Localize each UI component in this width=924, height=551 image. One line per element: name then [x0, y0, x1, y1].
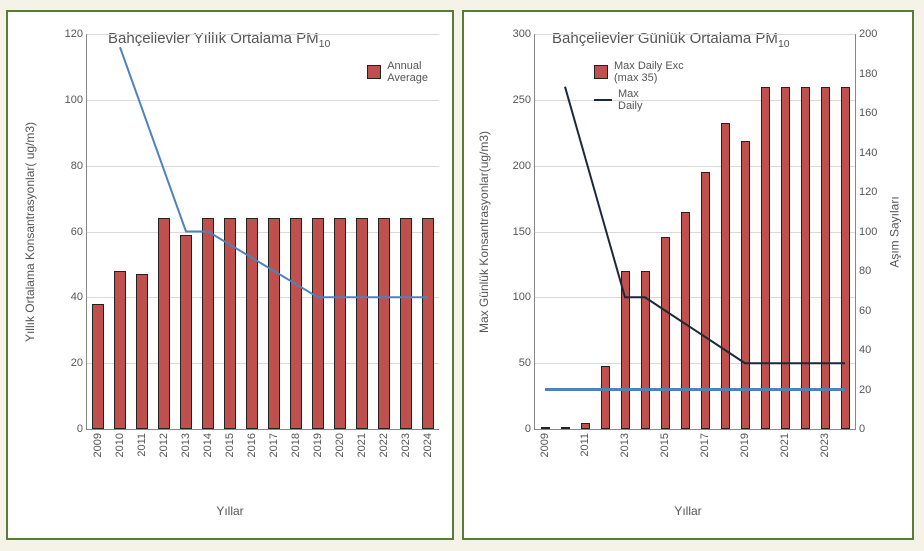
legend-row: Max Daily — [594, 88, 684, 112]
right-y-axis-title-right: Aşım Sayıları — [887, 196, 901, 267]
right-plot-area: 0501001502002503000204060801001201401601… — [534, 34, 856, 430]
ytick-label-right: 20 — [855, 384, 871, 396]
legend-label-line: Max Daily — [618, 88, 642, 112]
ytick-label: 20 — [71, 357, 87, 369]
ytick-label: 40 — [71, 291, 87, 303]
page: Bahçelievler Yıllık Ortalama PM10 Annual… — [0, 0, 924, 551]
right-y-axis-title-left: Max Günlük Konsantrasyonlar(ug/m3) — [477, 131, 491, 333]
legend-row: Annual Average — [367, 60, 428, 84]
legend-label-bar: Max Daily Exc (max 35) — [614, 60, 684, 84]
ytick-label-right: 160 — [855, 107, 877, 119]
legend-row: Max Daily Exc (max 35) — [594, 60, 684, 84]
left-panel: Bahçelievler Yıllık Ortalama PM10 Annual… — [6, 10, 454, 540]
ytick-label: 0 — [77, 423, 87, 435]
ytick-label: 50 — [519, 357, 535, 369]
ytick-label-right: 200 — [855, 28, 877, 40]
right-panel: Bahçelievler Günlük Ortalama PM10 Max Da… — [462, 10, 914, 540]
ytick-label: 100 — [65, 94, 87, 106]
left-plot-area: 0204060801001202009201020112012201320142… — [86, 34, 439, 430]
left-y-axis-title: Yıllık Ortalama Konsantrasyonlar( ug/m3) — [23, 122, 37, 342]
ytick-label-right: 100 — [855, 226, 877, 238]
legend-label-bar: Annual Average — [387, 60, 428, 84]
ytick-label-right: 0 — [855, 423, 865, 435]
ytick-label-right: 80 — [855, 265, 871, 277]
ytick-label: 200 — [513, 160, 535, 172]
chart-line — [565, 87, 845, 364]
ytick-label-right: 60 — [855, 305, 871, 317]
legend-swatch-line — [594, 99, 612, 101]
ytick-label: 150 — [513, 226, 535, 238]
line-overlay — [87, 34, 439, 429]
ytick-label-right: 40 — [855, 344, 871, 356]
legend-swatch-bar — [594, 65, 608, 79]
right-legend: Max Daily Exc (max 35) Max Daily — [594, 60, 684, 114]
panel-container: Bahçelievler Yıllık Ortalama PM10 Annual… — [6, 10, 918, 540]
ytick-label: 300 — [513, 28, 535, 40]
line-overlay — [535, 34, 855, 429]
ytick-label: 80 — [71, 160, 87, 172]
ytick-label: 0 — [525, 423, 535, 435]
ytick-label-right: 180 — [855, 68, 877, 80]
left-legend: Annual Average — [367, 60, 428, 86]
ytick-label: 60 — [71, 226, 87, 238]
left-x-axis-title: Yıllar — [216, 504, 243, 518]
ytick-label: 100 — [513, 291, 535, 303]
legend-swatch-bar — [367, 65, 381, 79]
ytick-label-right: 140 — [855, 147, 877, 159]
right-x-axis-title: Yıllar — [674, 504, 701, 518]
ytick-label: 250 — [513, 94, 535, 106]
ytick-label: 120 — [65, 28, 87, 40]
ytick-label-right: 120 — [855, 186, 877, 198]
